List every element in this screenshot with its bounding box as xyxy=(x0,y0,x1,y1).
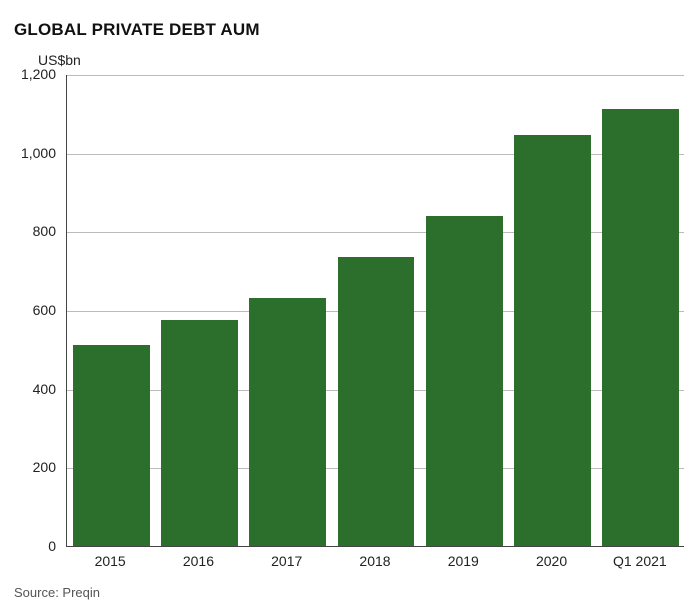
y-tick-label: 400 xyxy=(0,381,56,397)
x-tick-label: 2020 xyxy=(507,553,595,569)
grid-line xyxy=(67,232,684,233)
bar xyxy=(161,320,238,546)
x-tick-label: 2018 xyxy=(331,553,419,569)
source-text: Source: Preqin xyxy=(14,585,100,600)
chart-title: GLOBAL PRIVATE DEBT AUM xyxy=(14,20,260,40)
y-tick-label: 800 xyxy=(0,223,56,239)
x-tick-label: Q1 2021 xyxy=(596,553,684,569)
y-tick-label: 200 xyxy=(0,459,56,475)
grid-line xyxy=(67,75,684,76)
bar xyxy=(249,298,326,546)
bar xyxy=(338,257,415,546)
bar xyxy=(514,135,591,546)
plot-area xyxy=(66,75,684,547)
chart-container: { "chart": { "type": "bar", "title": "GL… xyxy=(0,0,700,607)
bar xyxy=(73,345,150,546)
x-tick-label: 2019 xyxy=(419,553,507,569)
y-tick-label: 600 xyxy=(0,302,56,318)
bar xyxy=(426,216,503,546)
bar xyxy=(602,109,679,546)
y-tick-label: 1,200 xyxy=(0,66,56,82)
x-tick-label: 2017 xyxy=(243,553,331,569)
y-tick-label: 0 xyxy=(0,538,56,554)
y-tick-label: 1,000 xyxy=(0,145,56,161)
grid-line xyxy=(67,154,684,155)
x-tick-label: 2015 xyxy=(66,553,154,569)
x-tick-label: 2016 xyxy=(154,553,242,569)
